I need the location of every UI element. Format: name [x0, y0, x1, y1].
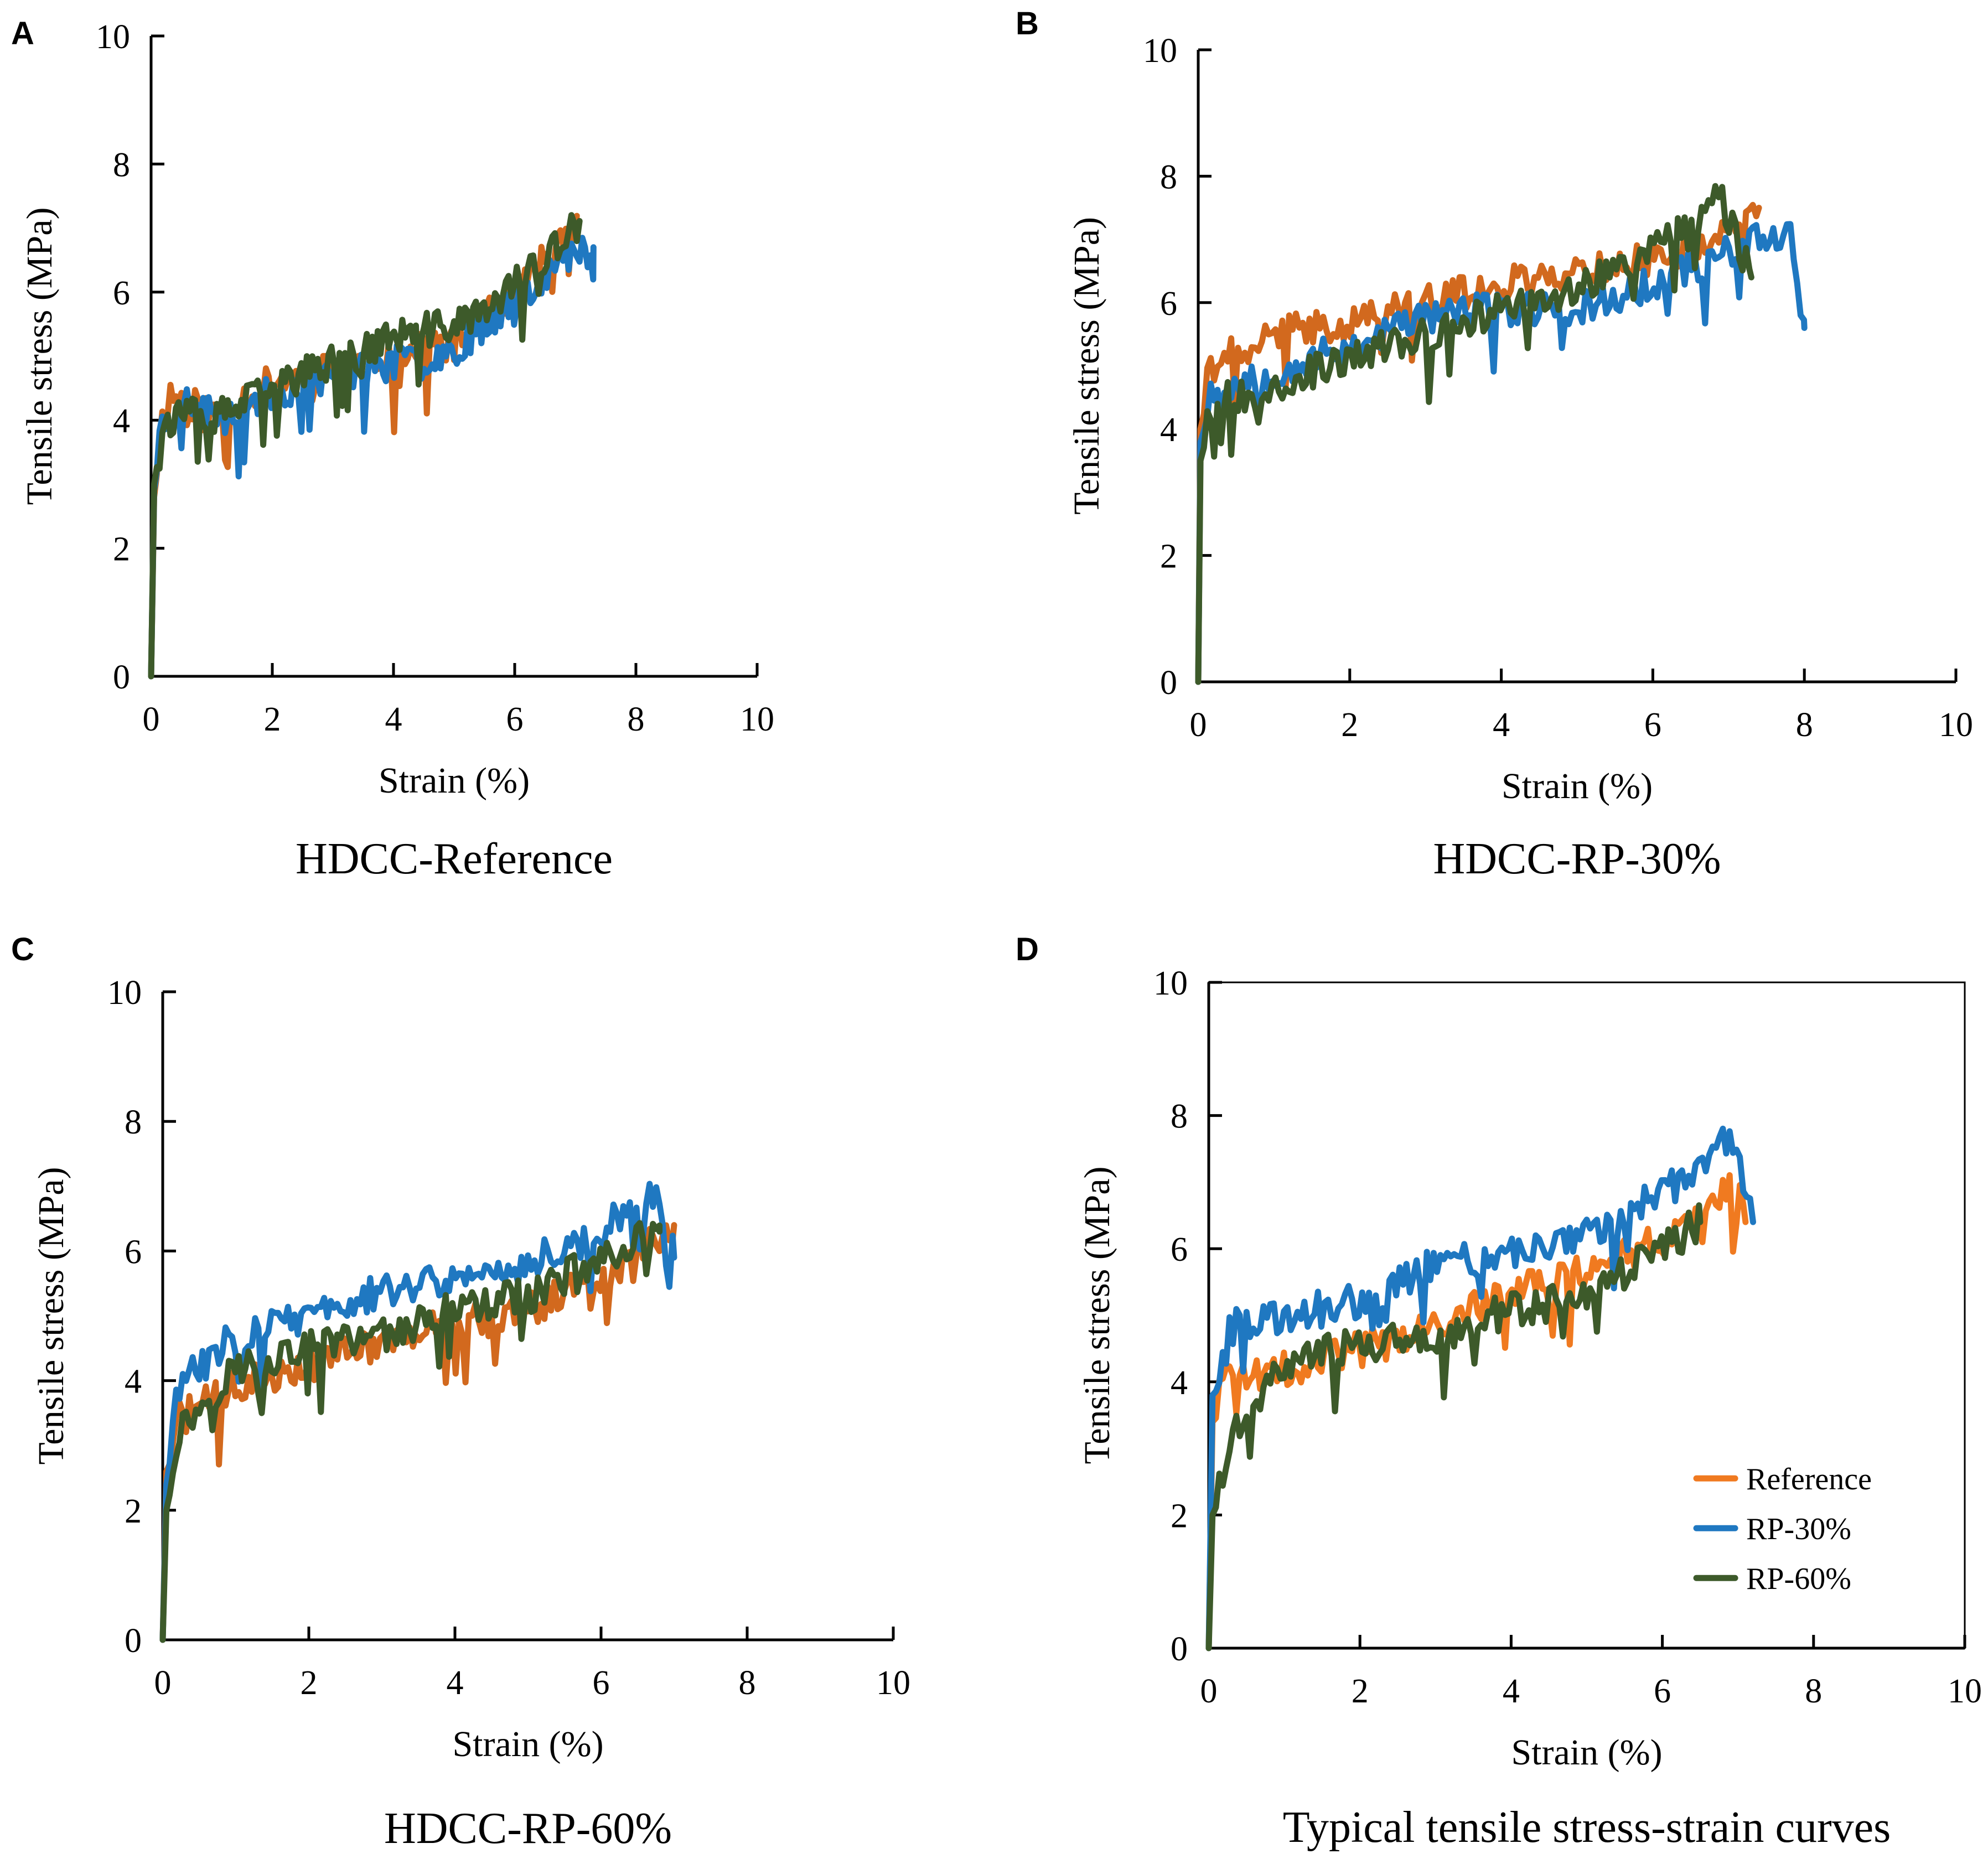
- x-tick-label: 10: [876, 1664, 910, 1702]
- y-tick-label: 8: [125, 1104, 142, 1141]
- x-axis-title: Strain (%): [379, 760, 530, 801]
- x-tick-label: 0: [154, 1664, 172, 1702]
- panel-caption: HDCC-RP-30%: [1433, 835, 1721, 883]
- x-tick-label: 4: [385, 701, 402, 738]
- y-tick-label: 4: [113, 402, 130, 440]
- x-tick-label: 8: [1796, 706, 1813, 744]
- panel-c: C 0 2 4 6 8 10 0 2 4 6 8 10 Strain (%) Tensile stress…: [11, 931, 910, 1853]
- legend-label: Reference: [1746, 1462, 1872, 1497]
- panel-letter: A: [11, 15, 34, 51]
- x-tick-label: 10: [1948, 1673, 1982, 1710]
- panel-d: D 0 2 4 6 8 10 0 2 4 6 8 10 Strain (%) Tensile stress…: [1016, 931, 1982, 1852]
- series-line-rp-30-: [1205, 1125, 1756, 1651]
- y-tick-label: 2: [125, 1493, 142, 1530]
- series-line-specimen-3: [1195, 183, 1754, 685]
- y-tick-label: 0: [125, 1622, 142, 1660]
- x-axis-title: Strain (%): [452, 1724, 603, 1764]
- y-tick-label: 10: [107, 974, 142, 1012]
- panel-letter: C: [11, 931, 34, 967]
- x-tick-label: 8: [628, 701, 645, 738]
- x-tick-label: 6: [593, 1664, 610, 1702]
- panel-caption: HDCC-Reference: [296, 835, 613, 883]
- x-tick-label: 10: [1939, 706, 1973, 744]
- y-tick-label: 10: [1143, 32, 1177, 70]
- x-tick-label: 6: [1644, 706, 1661, 744]
- x-tick-label: 4: [1493, 706, 1510, 744]
- series-line-specimen-3: [148, 212, 583, 680]
- legend-label: RP-30%: [1746, 1512, 1851, 1546]
- x-tick-label: 10: [740, 701, 774, 738]
- series-line-specimen-1: [159, 1222, 677, 1643]
- x-tick-label: 0: [1190, 706, 1207, 744]
- panel-letter: B: [1016, 6, 1039, 42]
- x-tick-label: 4: [447, 1664, 464, 1702]
- series-line-specimen-2: [159, 1180, 677, 1643]
- y-tick-label: 10: [1153, 965, 1188, 1002]
- x-tick-label: 2: [1352, 1673, 1369, 1710]
- y-tick-label: 4: [125, 1363, 142, 1401]
- series-line-specimen-3: [159, 1220, 663, 1643]
- x-tick-label: 8: [739, 1664, 756, 1702]
- series-line-rp-60-: [1205, 1202, 1704, 1651]
- y-tick-label: 0: [113, 659, 130, 696]
- y-tick-label: 8: [1160, 158, 1177, 196]
- y-tick-label: 10: [96, 18, 130, 56]
- y-axis-title: Tensile stress (MPa): [19, 208, 60, 505]
- legend-label: RP-60%: [1746, 1562, 1851, 1596]
- panel-a: A 0 2 4 6 8 10 0 2 4 6 8 10 Strain (%) Tensile stress…: [11, 15, 774, 883]
- y-tick-label: 6: [1160, 285, 1177, 323]
- panel-b: B 0 2 4 6 8 10 0 2 4 6 8 10 Strain (%) Tensile stress…: [1016, 6, 1973, 883]
- y-tick-label: 8: [1171, 1098, 1188, 1136]
- y-tick-label: 2: [1160, 538, 1177, 576]
- y-tick-label: 0: [1160, 664, 1177, 702]
- x-tick-label: 2: [301, 1664, 318, 1702]
- y-axis-title: Tensile stress (MPa): [1067, 217, 1107, 515]
- y-tick-label: 0: [1171, 1630, 1188, 1668]
- x-tick-label: 0: [1200, 1673, 1218, 1710]
- series-line-reference: [1205, 1172, 1749, 1651]
- y-tick-label: 2: [1171, 1497, 1188, 1535]
- x-axis-title: Strain (%): [1511, 1732, 1662, 1773]
- y-tick-label: 6: [125, 1233, 142, 1271]
- panel-letter: D: [1016, 931, 1039, 967]
- x-axis-title: Strain (%): [1502, 766, 1653, 806]
- y-axis-title: Tensile stress (MPa): [31, 1167, 71, 1465]
- x-tick-label: 2: [264, 701, 281, 738]
- x-tick-label: 0: [143, 701, 160, 738]
- y-tick-label: 6: [113, 275, 130, 312]
- series-line-specimen-1: [1195, 201, 1762, 685]
- y-axis-title: Tensile stress (MPa): [1077, 1167, 1117, 1464]
- panel-caption: HDCC-RP-60%: [384, 1804, 672, 1853]
- y-tick-label: 4: [1171, 1364, 1188, 1402]
- y-tick-label: 4: [1160, 411, 1177, 449]
- x-tick-label: 8: [1805, 1673, 1822, 1710]
- y-tick-label: 8: [113, 146, 130, 184]
- x-tick-label: 4: [1503, 1673, 1520, 1710]
- y-tick-label: 6: [1171, 1231, 1188, 1268]
- x-tick-label: 2: [1341, 706, 1358, 744]
- y-tick-label: 2: [113, 531, 130, 568]
- x-tick-label: 6: [506, 701, 524, 738]
- x-tick-label: 6: [1654, 1673, 1671, 1710]
- panel-caption: Typical tensile stress-strain curves: [1283, 1803, 1891, 1852]
